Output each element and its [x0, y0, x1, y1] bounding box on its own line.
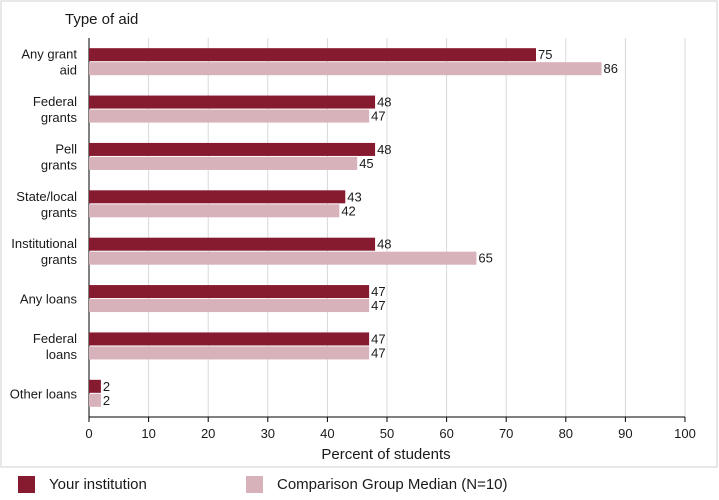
bar-chart: 0 10 20 30 40 50 60 70 80 90 100 75 86 Any grant aid 4…: [0, 0, 718, 468]
bar-your-institution-institutional-grants: [89, 237, 376, 251]
legend-item-comparison-group: Comparison Group Median (N=10): [246, 476, 508, 493]
data-label-your-institution-institutional-grants: 48: [377, 237, 391, 252]
data-label-your-institution-pell-grants: 48: [377, 142, 391, 157]
data-label-comparison-group-federal-grants: 47: [371, 109, 385, 124]
bar-comparison-group-other-loans: [89, 393, 101, 407]
x-axis-title: Percent of students: [321, 446, 450, 463]
legend-item-your-institution: Your institution: [18, 476, 147, 493]
x-tick-label-30: 30: [261, 426, 275, 441]
x-tick-label-60: 60: [439, 426, 453, 441]
bar-comparison-group-federal-grants: [89, 109, 370, 123]
y-axis-title: Type of aid: [65, 11, 138, 28]
legend-swatch-your-institution: [18, 476, 35, 493]
legend-swatch-comparison-group: [246, 476, 263, 493]
bar-your-institution-state-local-grants: [89, 190, 346, 204]
x-tick-label-0: 0: [85, 426, 92, 441]
legend-label-your-institution: Your institution: [49, 476, 147, 493]
data-label-comparison-group-state-local-grants: 42: [341, 203, 355, 218]
x-tick-label-70: 70: [499, 426, 513, 441]
data-label-comparison-group-pell-grants: 45: [359, 156, 373, 171]
bar-your-institution-other-loans: [89, 379, 101, 393]
category-label-other-loans: Other loans: [10, 386, 78, 401]
category-label-federal-loans: Federal loans: [33, 331, 78, 362]
bar-comparison-group-federal-loans: [89, 346, 370, 360]
bar-your-institution-pell-grants: [89, 142, 376, 156]
x-tick-label-40: 40: [320, 426, 334, 441]
category-label-any-grant-aid: Any grant aid: [21, 47, 77, 78]
bar-comparison-group-institutional-grants: [89, 251, 477, 265]
bar-comparison-group-any-grant-aid: [89, 62, 602, 76]
x-tick-label-50: 50: [380, 426, 394, 441]
category-label-federal-grants: Federal grants: [33, 94, 78, 125]
data-label-your-institution-federal-loans: 47: [371, 331, 385, 346]
bar-comparison-group-state-local-grants: [89, 204, 340, 218]
data-label-your-institution-other-loans: 2: [103, 379, 110, 394]
data-label-your-institution-any-loans: 47: [371, 284, 385, 299]
x-tick-label-100: 100: [674, 426, 696, 441]
data-label-your-institution-any-grant-aid: 75: [538, 47, 552, 62]
category-label-institutional-grants: Institutional grants: [11, 236, 77, 267]
bar-comparison-group-pell-grants: [89, 156, 358, 170]
data-label-your-institution-federal-grants: 48: [377, 95, 391, 110]
x-tick-label-20: 20: [201, 426, 215, 441]
bar-comparison-group-any-loans: [89, 299, 370, 313]
legend: Your institution Comparison Group Median…: [0, 468, 719, 500]
data-label-comparison-group-other-loans: 2: [103, 393, 110, 408]
x-tick-label-80: 80: [559, 426, 573, 441]
bar-your-institution-any-loans: [89, 285, 370, 299]
legend-label-comparison-group: Comparison Group Median (N=10): [277, 476, 508, 493]
x-tick-label-90: 90: [618, 426, 632, 441]
data-label-comparison-group-any-grant-aid: 86: [604, 61, 618, 76]
data-label-comparison-group-institutional-grants: 65: [478, 251, 492, 266]
bar-your-institution-any-grant-aid: [89, 48, 536, 62]
bar-your-institution-federal-grants: [89, 95, 376, 109]
chart-frame: [0, 0, 718, 468]
data-label-comparison-group-any-loans: 47: [371, 298, 385, 313]
category-label-pell-grants: Pell grants: [41, 141, 78, 172]
category-label-state-local-grants: State/local grants: [16, 189, 77, 220]
category-label-any-loans: Any loans: [20, 292, 78, 307]
bar-your-institution-federal-loans: [89, 332, 370, 346]
x-tick-label-10: 10: [141, 426, 155, 441]
data-label-your-institution-state-local-grants: 43: [347, 189, 361, 204]
data-label-comparison-group-federal-loans: 47: [371, 345, 385, 360]
